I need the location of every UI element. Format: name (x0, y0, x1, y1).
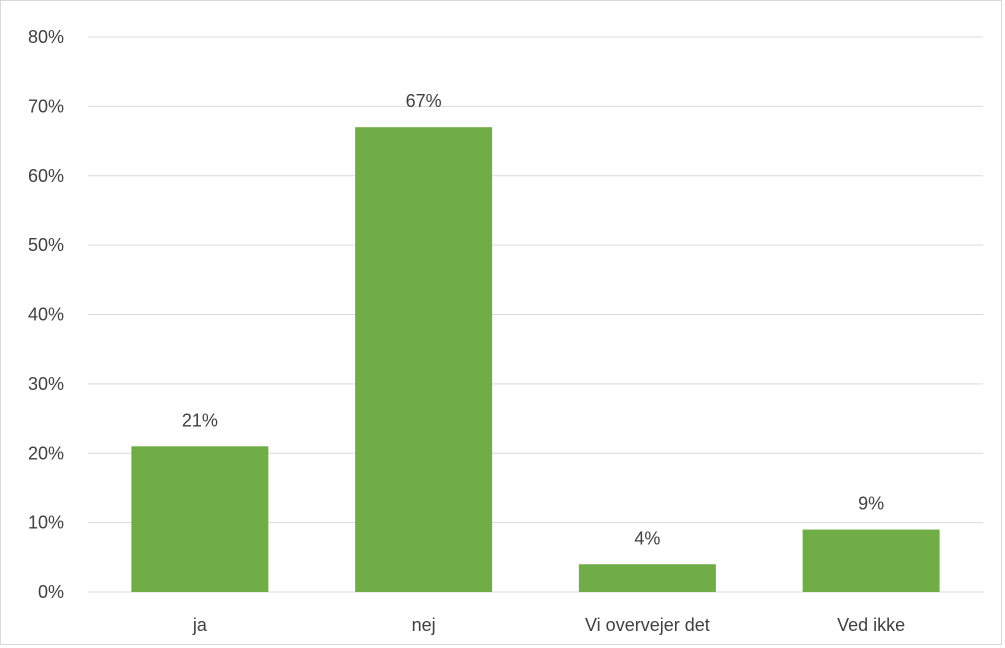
y-tick-label: 70% (28, 96, 64, 116)
y-tick-label: 30% (28, 374, 64, 394)
y-tick-label: 80% (28, 27, 64, 47)
data-labels: 21% 67% 4% 9% (182, 91, 884, 548)
bars (131, 127, 940, 592)
y-axis-tick-labels: 0% 10% 20% 30% 40% 50% 60% 70% 80% (28, 27, 64, 602)
y-tick-label: 20% (28, 443, 64, 463)
bar (131, 446, 269, 592)
data-label: 9% (858, 494, 884, 514)
category-label: Ved ikke (837, 615, 905, 635)
category-label: Vi overvejer det (585, 615, 710, 635)
category-label: nej (412, 615, 436, 635)
y-tick-label: 50% (28, 235, 64, 255)
category-label: ja (192, 615, 208, 635)
data-label: 21% (182, 410, 218, 430)
bar (802, 529, 940, 592)
bar (355, 127, 493, 592)
x-axis-category-labels: ja nej Vi overvejer det Ved ikke (192, 615, 905, 635)
y-tick-label: 60% (28, 166, 64, 186)
y-tick-label: 0% (38, 582, 64, 602)
data-label: 4% (634, 528, 660, 548)
y-tick-label: 10% (28, 513, 64, 533)
data-label: 67% (406, 91, 442, 111)
y-tick-label: 40% (28, 305, 64, 325)
bar (578, 564, 716, 592)
